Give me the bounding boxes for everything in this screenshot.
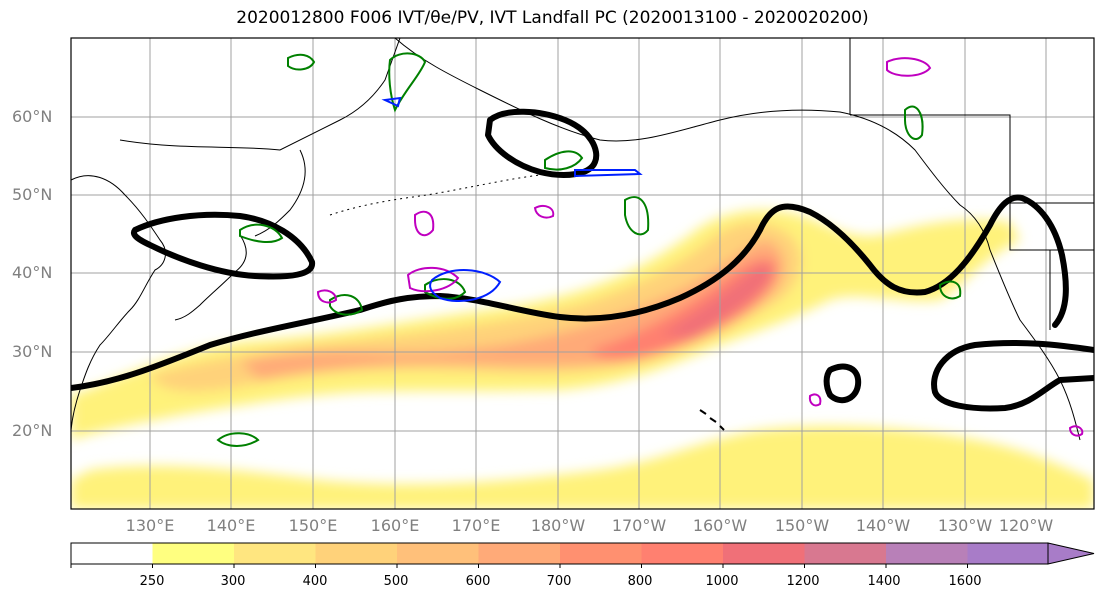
theta-e-3: [544, 150, 584, 171]
lat-label-60n: 60°N: [12, 107, 53, 126]
colorbar-segment: [397, 543, 479, 564]
lon-label-120w: 120°W: [998, 516, 1054, 535]
gridlines: [71, 38, 1094, 509]
lon-label-180w: 180°W: [530, 516, 586, 535]
colorbar-tick-700: 700: [546, 574, 572, 589]
ivt-band-800: [590, 258, 777, 360]
theta-e-5: [424, 278, 467, 300]
colorbar-tick-400: 400: [302, 574, 328, 589]
colorbar-segment: [234, 543, 316, 564]
lon-label-160e: 160°E: [370, 516, 420, 535]
lon-label-160w: 160°W: [692, 516, 748, 535]
colorbar-extend-arrow: [1047, 542, 1095, 565]
lon-label-140e: 140°E: [206, 516, 256, 535]
russia-coast: [119, 38, 401, 151]
pv-contours-blue: [381, 96, 643, 302]
colorbar-segment: [152, 543, 235, 564]
theta-e-10: [938, 280, 962, 300]
pv-blue-3: [381, 96, 402, 108]
colorbar-tick-1400: 1400: [867, 574, 901, 589]
theta-e-contours: [216, 52, 962, 447]
theta-e-2: [388, 52, 427, 113]
colorbar: [70, 542, 1095, 568]
kamchatka: [254, 149, 306, 237]
pv-magenta-2: [533, 205, 555, 219]
pv-blue-2: [574, 169, 643, 178]
ivt-band-300-south: [71, 425, 1094, 509]
lat-label-50n: 50°N: [12, 185, 53, 204]
ivt-band-1000: [660, 264, 771, 337]
colorbar-tick-800: 800: [627, 574, 653, 589]
aleutian-chain: [329, 174, 541, 216]
lon-label-150w: 150°W: [774, 516, 830, 535]
pv-magenta-3: [414, 210, 435, 237]
colorbar-segment: [886, 543, 968, 564]
alaska-coast: [394, 38, 1081, 441]
colorbar-segment: [71, 543, 153, 564]
lon-label-150e: 150°E: [288, 516, 338, 535]
pv-magenta-7: [1068, 425, 1084, 437]
lat-label-40n: 40°N: [12, 263, 53, 282]
theta-e-1: [287, 53, 316, 71]
colorbar-segment: [315, 543, 398, 564]
colorbar-tick-250: 250: [139, 574, 165, 589]
pv-magenta-6: [808, 393, 822, 407]
lon-label-170e: 170°E: [451, 516, 501, 535]
landfall-contour-bering: [485, 108, 600, 178]
map-frame: [70, 37, 1095, 510]
lon-label-170w: 170°W: [611, 516, 667, 535]
colorbar-segment: [641, 543, 724, 564]
colorbar-tick-1600: 1600: [948, 574, 982, 589]
colorbar-tick-1200: 1200: [786, 574, 820, 589]
colorbar-tick-600: 600: [465, 574, 491, 589]
colorbar-tick-300: 300: [220, 574, 246, 589]
lon-label-140w: 140°W: [855, 516, 911, 535]
coastlines: [71, 38, 1094, 441]
colorbar-segment: [967, 543, 1050, 564]
theta-e-4: [239, 223, 284, 244]
landfall-contour-southeast: [931, 339, 1094, 412]
colorbar-segment: [804, 543, 887, 564]
landfall-pc-contours: [71, 108, 1094, 412]
pv-magenta-5: [316, 289, 338, 304]
colorbar-segment: [560, 543, 642, 564]
theta-e-6: [329, 294, 364, 316]
pv-magenta-4: [406, 266, 460, 293]
lon-label-130w: 130°W: [937, 516, 993, 535]
japan: [174, 234, 247, 321]
canada-borders: [849, 38, 1094, 330]
colorbar-tick-500: 500: [383, 574, 409, 589]
landfall-contour-main: [71, 194, 1069, 391]
colorbar-segment: [478, 543, 561, 564]
pv-magenta-1: [886, 57, 932, 77]
lat-label-30n: 30°N: [12, 342, 53, 361]
pv-blue-1: [429, 269, 502, 302]
lat-label-20n: 20°N: [12, 421, 53, 440]
colorbar-tick-1000: 1000: [705, 574, 739, 589]
pv-contours-magenta: [316, 57, 1084, 437]
lon-label-130e: 130°E: [125, 516, 175, 535]
hawaii: [699, 409, 725, 431]
landfall-contour-south-small: [823, 363, 862, 404]
map-title: 2020012800 F006 IVT/θe/PV, IVT Landfall …: [236, 8, 869, 28]
colorbar-segment: [723, 543, 805, 564]
landfall-contour-west: [130, 211, 315, 280]
theta-e-8: [216, 432, 260, 447]
theta-e-9: [904, 105, 924, 140]
theta-e-7: [624, 196, 650, 236]
map-layers: [71, 38, 1094, 509]
